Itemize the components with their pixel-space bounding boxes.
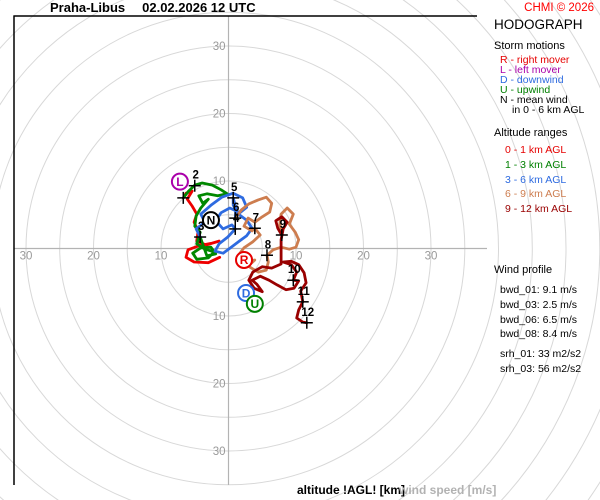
altitude-range-item: 3 - 6 km AGL [505,173,567,186]
altitude-label-9: 9 [280,219,286,231]
wind-speed-axis-label: wind speed [m/s] [399,483,497,497]
storm-marker-letter-L: L [176,175,183,189]
storm-legend-item: D - downwind [500,74,564,86]
storm-motions-legend: R - right mover L - left mover D - downwin… [494,54,585,116]
axis-tick-label: 30 [213,446,226,458]
axis-tick-label: 20 [213,109,226,121]
station-name: Praha-Libus [50,0,126,15]
bwd-value: bwd_06: 6.5 m/s [500,313,578,326]
panel-heading: HODOGRAPH [494,17,583,32]
storm-legend-item: L - left mover [500,64,561,76]
axis-tick-label: 10 [213,311,226,323]
altitude-label-5: 5 [231,182,238,194]
altitude-label-3: 3 [198,221,204,233]
storm-legend-item: R - right mover [500,54,570,66]
srh-value: srh_01: 33 m2/s2 [500,348,582,360]
altitude-label-11: 11 [298,286,311,298]
bwd-value: bwd_03: 2.5 m/s [500,298,578,311]
altitude-range-item: 9 - 12 km AGL [505,203,573,216]
altitude-range-item: 0 - 1 km AGL [505,144,567,156]
trace-1-3-km [181,181,229,261]
axis-tick-label: 10 [213,176,226,188]
axis-tick-label: 20 [357,251,370,263]
axis-tick-label: 30 [425,251,438,263]
axis-tick-label: 20 [87,251,100,263]
axis-tick-label: 10 [155,251,168,263]
storm-marker-letter-D: D [242,286,251,300]
altitude-label-8: 8 [265,239,272,251]
storm-legend-item: in 0 - 6 km AGL [512,104,585,116]
altitude-label-4: 4 [233,213,240,225]
altitude-range-item: 1 - 3 km AGL [505,158,567,171]
axis-tick-label: 30 [213,41,226,53]
storm-marker-N [201,211,220,230]
axis-tick-label: 30 [20,251,33,263]
altitude-ranges-legend: 0 - 1 km AGL 1 - 3 km AGL 3 - 6 km AGL 6 - … [494,143,572,217]
storm-motions-heading: Storm motions [494,40,565,52]
copyright-notice: CHMI © 2026 [524,2,594,14]
bwd-value: bwd_01: 9.1 m/s [500,284,578,296]
altitude-label-7: 7 [253,212,259,224]
storm-legend-item: N - mean wind [500,94,568,106]
bwd-value: bwd_08: 8.4 m/s [500,328,578,341]
altitude-ranges-heading: Altitude ranges [494,127,568,139]
storm-marker-letter-R: R [240,253,249,267]
range-ring-50 [0,0,567,500]
storm-legend-item: U - upwind [500,84,551,96]
altitude-label-10: 10 [288,264,301,276]
storm-marker-letter-N: N [207,213,216,227]
storm-marker-U [245,294,264,313]
range-ring-40 [0,0,499,500]
storm-marker-letter-U: U [250,297,259,311]
storm-marker-L [170,172,189,191]
axis-tick-label: 20 [213,379,226,391]
altitude-label-2: 2 [193,170,199,182]
storm-marker-R [235,250,254,269]
axis-tick-label: 10 [290,251,303,263]
srh-value: srh_03: 56 m2/s2 [500,362,582,375]
chart-title: Praha-Libus 02.02.2026 12 UTC [50,0,256,15]
bulk-wind-difference-values: bwd_01: 9.1 m/s bwd_03: 2.5 m/s bwd_06: 6.… [494,283,577,342]
storm-relative-helicity-values: srh_01: 33 m2/s2 srh_03: 56 m2/s2 [494,347,581,377]
trace-3-6-km [194,191,254,255]
wind-profile-heading: Wind profile [494,264,553,276]
sounding-datetime: 02.02.2026 12 UTC [142,0,256,15]
altitude-label-6: 6 [233,202,239,214]
altitude-label-12: 12 [301,307,314,319]
range-ring-45 [0,0,533,500]
altitude-range-item: 6 - 9 km AGL [505,188,567,201]
altitude-marker-legend: altitude !AGL! [km] [297,483,405,497]
